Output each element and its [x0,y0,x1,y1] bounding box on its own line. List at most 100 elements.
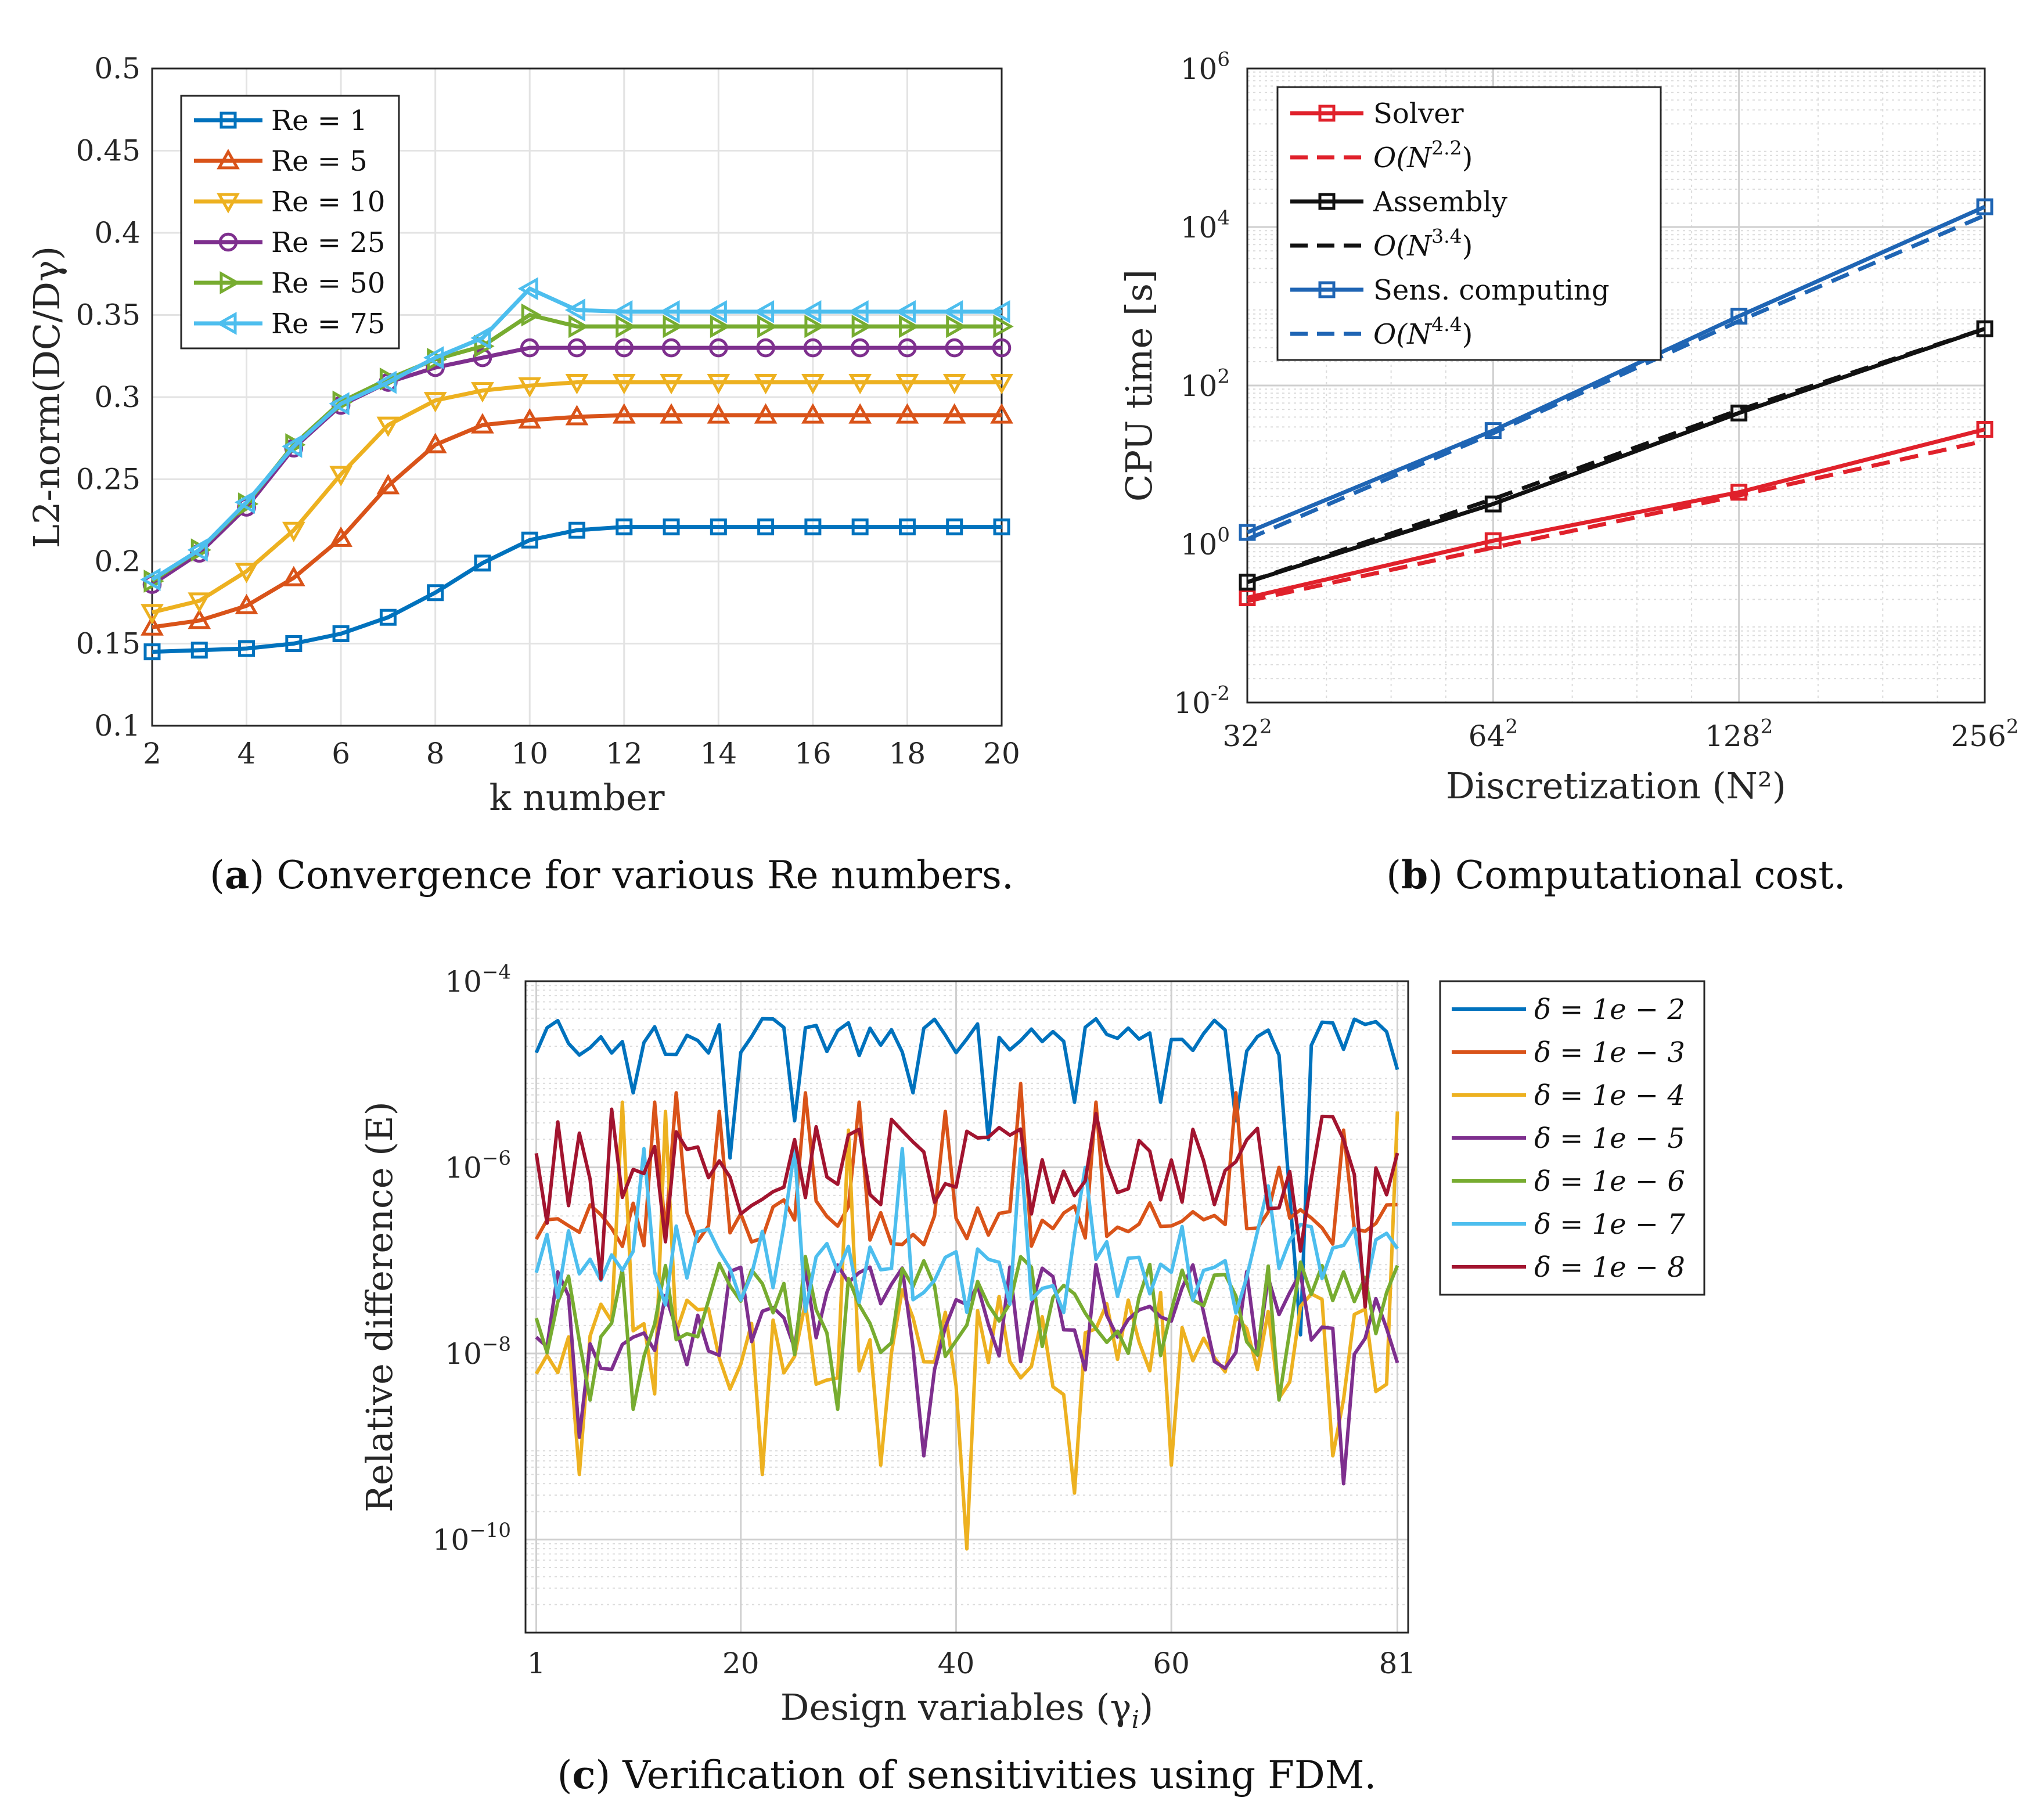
x-tick-label-a: 16 [794,737,832,770]
caption-b-close: ) [1428,853,1443,898]
y-tick-label-b: 10-2 [1174,682,1230,721]
y-tick-label-a: 0.1 [94,709,141,743]
data-point-a [282,435,303,458]
data-point-a [141,615,164,636]
data-point-a [329,466,352,487]
y-tick-label-c-base: 10 [445,1151,482,1185]
x-tick-label-c: 20 [722,1647,760,1680]
data-point-a [423,346,444,369]
data-point-a [612,403,636,424]
y-tick-label-b-exp: -2 [1211,682,1230,705]
data-point-a [565,405,589,426]
legend-label-a: Re = 50 [271,267,385,300]
data-point-a [143,643,161,661]
series-line-c [534,1100,1399,1551]
data-point-a [521,531,538,549]
x-tick-label-a: 8 [426,737,445,770]
data-point-a [801,374,825,395]
legend-marker-a [216,312,237,335]
data-point-a [568,315,589,338]
legend-label-c: δ = 1e − 4 [1534,1079,1685,1112]
series-line-c [534,1255,1399,1411]
x-tick-label-b: 1282 [1705,715,1773,754]
data-point-a [707,374,730,395]
legend-label-c: δ = 1e − 6 [1534,1165,1685,1198]
data-point-a [851,315,872,338]
data-point-a [801,403,825,424]
y-axis-label-c: Relative difference (E) [358,1101,401,1512]
caption-c-open: ( [557,1753,573,1798]
chart-a: 2 4 6 8 10 12 14 16 18 20 0.1 0.15 0.2 0.25 0.3 0.35 0.4… [26,52,1020,898]
data-point-a [376,416,400,437]
data-point-a [474,554,491,572]
y-tick-label-c-base: 10 [445,965,482,999]
data-point-a [234,491,256,514]
data-point-a [990,403,1013,424]
data-point-a [616,518,633,536]
data-point-a [942,374,966,395]
series-line-b [1246,204,1986,535]
y-tick-label-c-exp: −4 [482,961,511,984]
y-tick-label-a: 0.15 [76,627,141,661]
data-point-a [663,518,680,536]
data-point-a [470,326,491,350]
legend-marker-a [218,232,238,252]
data-point-b [1484,532,1502,549]
data-point-a [614,338,634,358]
y-tick-label-c: 10−8 [445,1333,511,1371]
data-point-a [756,338,775,358]
legend-label-a: Re = 10 [271,186,385,218]
x-tick-label-a: 18 [889,737,926,770]
legend-label-b-exp: 3.4 [1431,225,1462,247]
caption-a-open: ( [210,853,225,898]
data-point-a [993,315,1014,338]
data-point-a [757,518,775,536]
data-point-a [235,593,258,614]
legend-label-a: Re = 1 [271,105,368,137]
data-point-a [848,374,872,395]
series-line-a [152,380,1002,615]
legend-marker-a [217,193,240,214]
y-tick-label-c: 10−4 [445,961,511,999]
x-tick-label-b: 322 [1222,715,1272,754]
data-point-a [329,526,352,547]
data-point-a [285,635,303,652]
axes-box-a [151,67,1003,727]
y-axis-label-b: CPU time [s] [1118,269,1160,502]
data-point-a [754,374,778,395]
x-tick-label-a: 4 [237,737,256,770]
legend-label-c: δ = 1e − 8 [1534,1251,1685,1284]
x-tick-label-c: 60 [1153,1647,1190,1680]
data-point-a [423,392,447,413]
data-point-a [660,374,683,395]
x-tick-label-a: 6 [332,737,350,770]
data-point-a [990,374,1013,395]
data-point-a [520,338,539,358]
y-tick-label-b-base: 10 [1181,211,1218,244]
data-point-a [376,474,400,495]
data-point-b [1730,404,1748,422]
series-line-c [534,1082,1398,1248]
legend-label-b-exp: 4.4 [1431,313,1462,336]
x-axis-label-a: k number [490,776,665,819]
series-line-b [1247,427,1985,600]
y-tick-label-b-exp: 6 [1217,48,1230,71]
data-point-a [754,403,778,424]
caption-a-text: Convergence for various Re numbers. [264,853,1014,898]
data-point-a [565,374,589,395]
data-point-a [564,298,585,322]
legend-marker-a [217,149,240,170]
series-line-a [152,413,1002,629]
data-point-a [427,584,444,601]
data-point-a [187,538,208,562]
data-point-a [282,565,305,586]
legend-label-c: δ = 1e − 7 [1534,1208,1685,1241]
y-tick-label-a: 0.35 [76,298,141,332]
x-axis-label-b: Discretization (N²) [1446,765,1786,807]
caption-b: (b) Computational cost. [1386,852,1845,898]
y-tick-label-b-base: 10 [1181,52,1218,86]
y-tick-label-b: 100 [1181,524,1230,562]
legend-marker-b [1318,105,1336,122]
legend-label-a: Re = 5 [271,145,368,178]
legend-label-b: Assembly [1373,186,1507,218]
